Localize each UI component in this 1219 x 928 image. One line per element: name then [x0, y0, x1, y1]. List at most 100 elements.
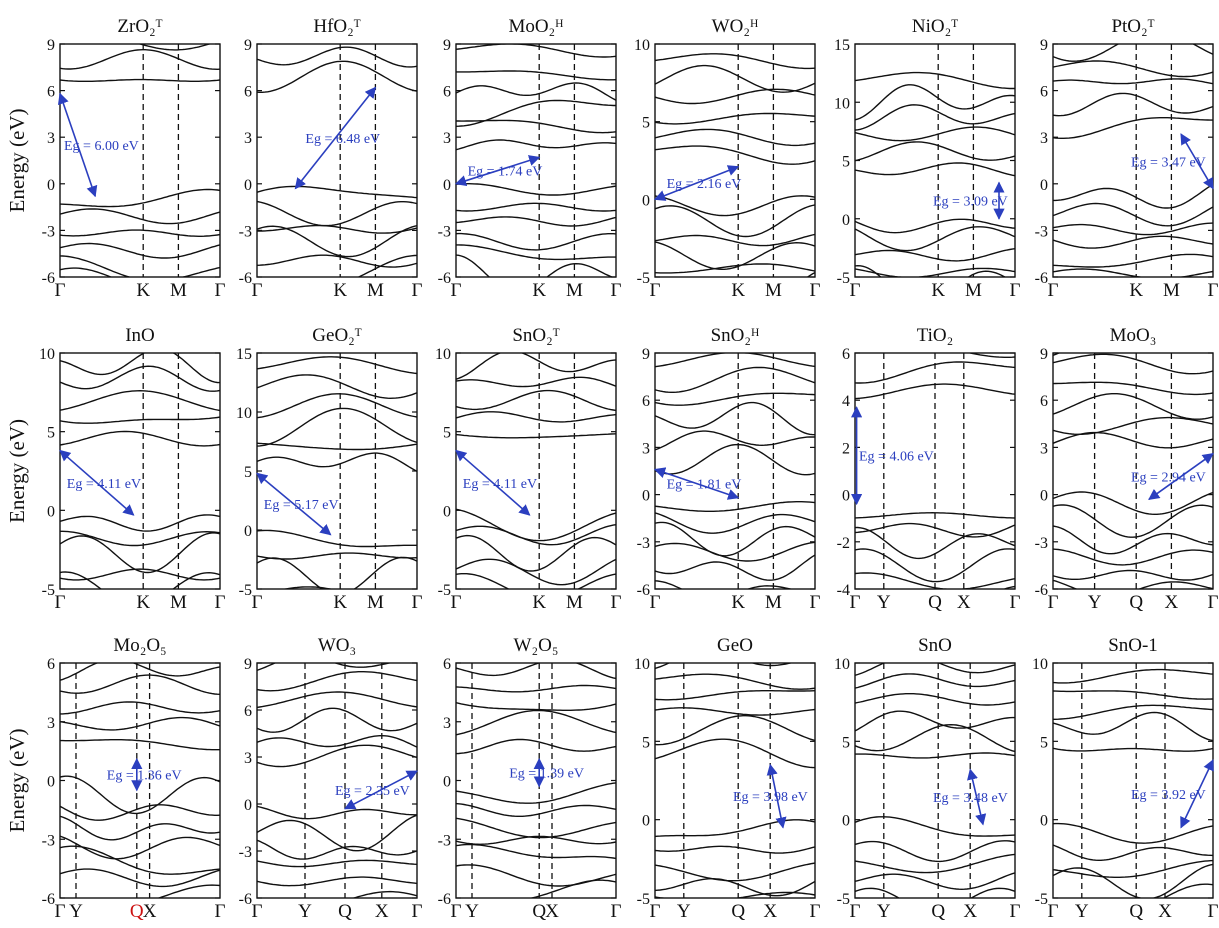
band-line [1053, 381, 1213, 396]
panel-title: MoO₃ [1110, 325, 1157, 346]
k-path-label: Y [298, 901, 312, 922]
k-path-label: K [136, 592, 150, 613]
band-line [855, 663, 1015, 676]
y-tick-label: 3 [443, 715, 451, 732]
band-line [528, 879, 616, 898]
band-line [456, 573, 616, 589]
band-gap-arrow [57, 92, 98, 198]
band-line [655, 891, 815, 898]
band-line [1053, 60, 1213, 78]
panel-title: SnO-1 [1108, 635, 1158, 656]
band-line [855, 267, 1015, 277]
panel-title: ZrO₂ᵀ [117, 16, 162, 37]
y-tick-label: -3 [42, 223, 55, 240]
band-line [456, 232, 616, 251]
k-path-label: X [1165, 592, 1179, 613]
band-line [855, 71, 1015, 90]
y-tick-label: 5 [1040, 734, 1048, 751]
band-line [456, 70, 616, 81]
bands [456, 663, 616, 898]
band-line [655, 738, 815, 769]
band-gap-label: Eg = 6.00 eV [64, 139, 139, 154]
band-line [456, 558, 616, 586]
band-line [257, 254, 417, 268]
band-gap-label: Eg = 2.94 eV [1131, 471, 1206, 486]
k-path-label: K [333, 592, 347, 613]
k-path-label: Γ [810, 592, 821, 613]
y-tick-label: 9 [1040, 346, 1048, 363]
y-tick-label: 0 [642, 813, 650, 830]
k-path-label: X [763, 901, 777, 922]
band-line [456, 524, 616, 546]
bands [257, 46, 417, 277]
k-path-label: K [333, 280, 347, 301]
k-path-label: Y [69, 901, 83, 922]
band-line [655, 690, 815, 701]
y-tick-label: 0 [47, 774, 55, 791]
y-tick-label: -3 [1035, 535, 1048, 552]
y-tick-label: 6 [1040, 84, 1048, 101]
band-line [60, 612, 220, 630]
band-line [60, 804, 220, 821]
plot-frame [256, 43, 418, 278]
band-gap-arrow [294, 86, 377, 190]
band-line [60, 188, 220, 208]
band-line [1053, 704, 1213, 720]
k-path-label: Y [1075, 901, 1089, 922]
band-line [655, 112, 815, 125]
band-line [257, 225, 417, 258]
band-line [1053, 78, 1213, 85]
k-path-label: K [731, 592, 745, 613]
y-tick-label: 9 [244, 37, 252, 54]
bands [855, 71, 1015, 277]
y-tick-label: -6 [438, 270, 451, 287]
y-tick-label: 0 [47, 503, 55, 520]
band-line [855, 723, 1015, 753]
band-line [60, 530, 220, 547]
k-path-label: Γ [611, 901, 622, 922]
panel-title: SnO₂ᴴ [711, 325, 760, 346]
band-line [1053, 222, 1213, 236]
y-tick-label: 0 [443, 774, 451, 791]
y-tick-label: 0 [443, 503, 451, 520]
k-path-label: Γ [1208, 592, 1219, 613]
band-line [257, 691, 417, 709]
k-path-label: Γ [611, 592, 622, 613]
k-path-label: Q [928, 592, 942, 613]
band-line [1053, 690, 1213, 700]
k-path-label: Γ [55, 280, 66, 301]
band-line [855, 887, 1015, 898]
bands [855, 663, 1015, 898]
panel-title: Mo₂O₅ [113, 635, 166, 656]
band-gap-label: Eg = 4.06 eV [859, 450, 934, 465]
band-line [60, 663, 220, 681]
y-tick-label: -6 [239, 891, 252, 908]
band-line [655, 819, 815, 838]
band-line [855, 226, 1015, 252]
y-tick-label: 6 [1040, 393, 1048, 410]
band-gap-arrow [1148, 453, 1214, 500]
y-tick-label: 10 [834, 95, 850, 112]
k-path-label: K [731, 280, 745, 301]
y-tick-label: -4 [837, 582, 850, 599]
band-line [257, 407, 417, 447]
y-tick-label: -6 [42, 891, 55, 908]
band-line [456, 353, 616, 380]
band-line [257, 671, 417, 692]
band-line [257, 735, 417, 748]
k-path-label: K [931, 280, 945, 301]
y-tick-label: -5 [837, 891, 850, 908]
band-line [655, 401, 815, 436]
y-tick-label: 10 [634, 37, 650, 54]
band-line [655, 64, 815, 93]
y-tick-label: 6 [642, 393, 650, 410]
band-line [1053, 859, 1213, 878]
band-line [1053, 44, 1213, 62]
band-gap-arrow [653, 467, 740, 500]
band-line [257, 552, 417, 560]
